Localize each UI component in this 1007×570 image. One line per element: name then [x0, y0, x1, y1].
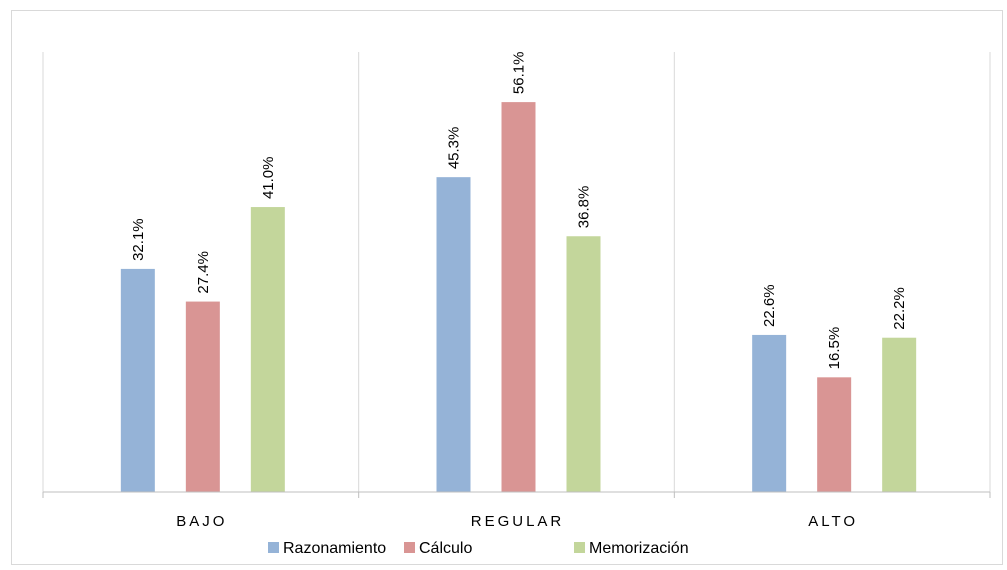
x-tick-label: ALTO: [808, 513, 858, 530]
x-tick-label: BAJO: [176, 513, 227, 530]
data-label: 22.6%: [761, 284, 778, 327]
legend-label: Cálculo: [419, 540, 472, 557]
data-label: 56.1%: [511, 52, 528, 95]
legend-swatch: [268, 542, 279, 553]
bar-alto-0: [752, 334, 787, 492]
data-label: 22.2%: [891, 287, 908, 330]
bar-alto-2: [882, 337, 917, 492]
data-label: 41.0%: [260, 157, 277, 200]
legend-label: Memorización: [589, 540, 689, 557]
legend-label: Razonamiento: [283, 540, 386, 557]
bar-regular-0: [436, 177, 471, 493]
bar-alto-1: [817, 377, 852, 492]
data-label: 32.1%: [130, 218, 147, 261]
bar-bajo-0: [120, 268, 155, 492]
x-tick-label: REGULAR: [471, 513, 565, 530]
bar-regular-2: [566, 236, 601, 492]
bar-bajo-1: [185, 301, 220, 492]
data-label: 45.3%: [446, 127, 463, 170]
legend-swatch: [574, 542, 585, 553]
bar-regular-1: [501, 102, 536, 492]
data-label: 27.4%: [195, 251, 212, 294]
bar-bajo-2: [250, 207, 285, 493]
legend-swatch: [404, 542, 415, 553]
data-label: 36.8%: [576, 186, 593, 229]
data-label: 16.5%: [826, 327, 843, 370]
